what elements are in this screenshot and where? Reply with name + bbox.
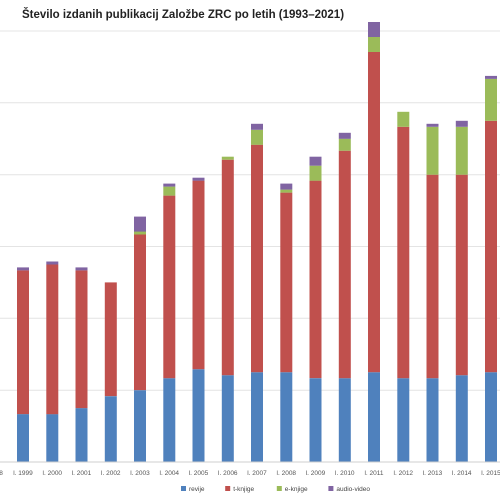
bar-segment-e-knjige-9 (280, 189, 293, 193)
bar-segment-audio-video-0 (17, 267, 29, 271)
legend-label-e-knjige: e-knjige (285, 486, 308, 493)
x-tick-label-15: l. 2014 (452, 470, 472, 477)
legend-label-revije: revije (189, 486, 205, 493)
x-tick-label-3: l. 2002 (101, 470, 121, 477)
bar-segment-t-knjige-16 (485, 120, 497, 373)
legend-item-e-knjige: e-knjige (276, 486, 308, 493)
bar-segment-revije-11 (338, 378, 351, 462)
bar-segment-t-knjige-4 (134, 234, 146, 391)
x-tick-label-12: l. 2011 (364, 470, 383, 477)
bar-segment-revije-1 (46, 414, 59, 462)
x-tick-label-14: l. 2013 (423, 470, 443, 477)
legend-item-audio-video: audio-video (328, 486, 370, 493)
x-tick-label-8: l. 2007 (247, 470, 267, 477)
x-tick-label-0: l. 1999 (13, 470, 33, 477)
bar-segment-t-knjige-14 (426, 174, 439, 379)
bar-segment-revije-7 (221, 375, 234, 462)
bar-segment-t-knjige-9 (280, 192, 293, 373)
bar-segment-t-knjige-6 (192, 180, 205, 370)
bar-segment-e-knjige-15 (455, 126, 468, 175)
bar-segment-t-knjige-2 (75, 270, 88, 409)
bar-segment-audio-video-1 (46, 261, 59, 265)
bar-segment-audio-video-2 (75, 267, 88, 271)
bar-segment-audio-video-12 (368, 22, 380, 37)
bar-segment-e-knjige-14 (426, 126, 439, 175)
bar-segment-e-knjige-8 (251, 129, 263, 145)
x-tick-label-9: l. 2008 (277, 470, 297, 477)
bar-segment-e-knjige-7 (221, 156, 234, 160)
bar-segment-e-knjige-16 (485, 78, 497, 121)
bar-segment-e-knjige-4 (134, 231, 146, 235)
bar-segment-audio-video-15 (455, 120, 468, 127)
bar-segment-t-knjige-5 (163, 195, 176, 379)
legend-swatch-e-knjige (276, 486, 282, 491)
bar-segment-revije-14 (426, 378, 439, 462)
bar-segment-t-knjige-10 (309, 180, 322, 379)
legend-swatch-t-knjige (225, 486, 231, 491)
bar-segment-revije-4 (134, 390, 146, 462)
bar-segment-t-knjige-12 (368, 51, 380, 373)
bar-segment-revije-6 (192, 369, 205, 462)
legend: revije t-knjige e-knjige audio-video (181, 486, 370, 493)
x-tick-label-7: l. 2006 (218, 470, 238, 477)
bar-segment-audio-video-14 (426, 123, 439, 127)
bar-segment-revije-8 (251, 372, 263, 462)
bar-segment-revije-9 (280, 372, 293, 462)
bar-segment-e-knjige-5 (163, 186, 176, 196)
x-tick-label-5: l. 2004 (160, 470, 180, 477)
bar-segment-revije-2 (75, 408, 88, 462)
bar-segment-audio-video-16 (485, 75, 497, 79)
bar-segment-revije-10 (309, 378, 322, 462)
x-tick-label-16: l. 2015 (481, 470, 500, 477)
bar-segment-audio-video-11 (338, 132, 351, 139)
bar-segment-t-knjige-11 (338, 150, 351, 379)
bar-segment-e-knjige-12 (368, 37, 380, 52)
bar-segment-revije-15 (455, 375, 468, 462)
bar-segment-audio-video-4 (134, 216, 146, 232)
bar-segment-audio-video-9 (280, 183, 293, 190)
x-tick-label-6: l. 2005 (189, 470, 209, 477)
x-tick-label-13: l. 2012 (394, 470, 414, 477)
legend-swatch-revije (181, 486, 186, 491)
legend-item-t-knjige: t-knjige (225, 486, 255, 493)
bar-segment-revije-16 (485, 372, 497, 462)
bar-segment-t-knjige-8 (251, 144, 263, 373)
bar-segment-t-knjige-1 (46, 264, 59, 415)
bar-segment-revije-5 (163, 378, 176, 462)
bar-segment-revije-12 (368, 372, 380, 462)
bar-segment-audio-video-10 (309, 156, 322, 166)
x-tick-label-2: l. 2001 (72, 470, 92, 477)
bar-segment-audio-video-6 (192, 177, 205, 181)
x-tick-labels: 8 l. 1999 l. 2000 l. 2001 l. 2002 l. 2003 l. … (0, 470, 500, 477)
x-tick-label-1: l. 2000 (43, 470, 63, 477)
bar-segment-t-knjige-13 (397, 126, 410, 379)
bar-segment-t-knjige-7 (221, 159, 234, 376)
x-tick-label-11: l. 2010 (335, 470, 355, 477)
legend-swatch-audio-video (328, 486, 334, 491)
bar-segment-e-knjige-10 (309, 165, 322, 181)
bars (17, 22, 497, 462)
bar-segment-revije-13 (397, 378, 410, 462)
bar-segment-audio-video-5 (163, 183, 176, 187)
bar-segment-t-knjige-0 (17, 270, 29, 415)
legend-label-audio-video: audio-video (336, 486, 370, 493)
bar-segment-revije-0 (17, 414, 29, 462)
x-tick-label-4: l. 2003 (130, 470, 150, 477)
gridlines (0, 30, 500, 391)
x-tick-label-10: l. 2009 (306, 470, 326, 477)
legend-label-t-knjige: t-knjige (233, 486, 254, 493)
bar-segment-audio-video-8 (251, 123, 263, 130)
bar-segment-t-knjige-15 (455, 174, 468, 376)
legend-item-revije: revije (181, 486, 205, 493)
bar-segment-t-knjige-3 (104, 282, 117, 397)
x-tick-label-partial: 8 (0, 470, 3, 477)
bar-segment-e-knjige-13 (397, 111, 410, 127)
chart-title: Število izdanih publikacij Založbe ZRC p… (22, 8, 344, 21)
bar-segment-e-knjige-11 (338, 138, 351, 151)
bar-segment-revije-3 (104, 396, 117, 462)
